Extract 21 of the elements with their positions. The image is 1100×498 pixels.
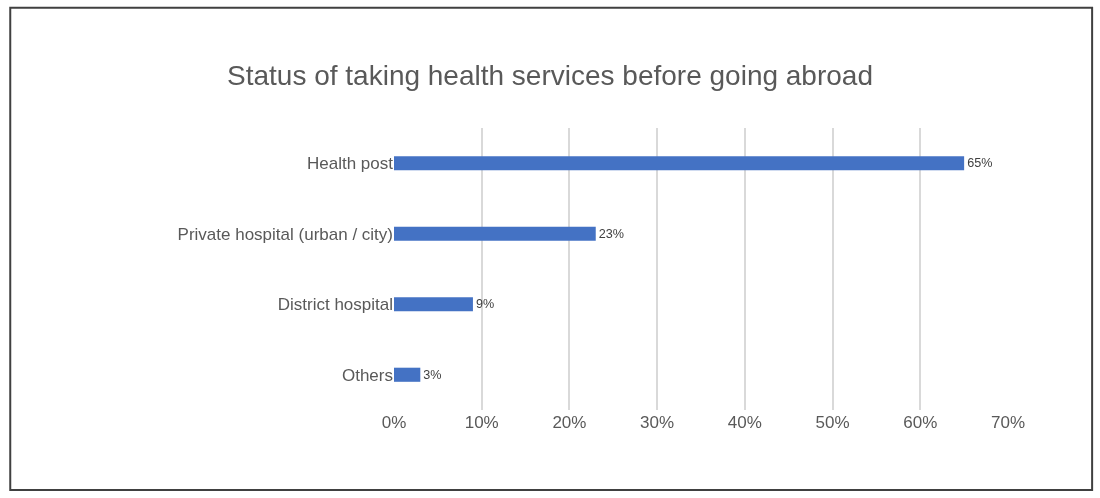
y-tick-label: Private hospital (urban / city)	[177, 224, 393, 244]
bar	[394, 297, 473, 312]
data-label: 65%	[967, 156, 993, 171]
x-tick-label: 30%	[640, 413, 675, 432]
bar	[394, 156, 965, 171]
x-tick-label: 20%	[552, 413, 587, 432]
data-label: 3%	[423, 367, 442, 382]
data-label: 23%	[598, 226, 624, 241]
y-tick-label: Others	[341, 365, 393, 385]
bar	[394, 367, 421, 382]
x-tick-label: 70%	[990, 413, 1026, 432]
x-tick-label: 50%	[815, 413, 850, 432]
x-tick-label: 40%	[727, 413, 762, 432]
data-label: 9%	[475, 297, 495, 312]
x-tick-label: 60%	[903, 413, 938, 432]
x-tick-label: 10%	[464, 413, 499, 432]
y-tick-label: District hospital	[277, 295, 393, 315]
x-tick-label: 0%	[381, 413, 407, 432]
chart-title: Status of taking health services before going abroad	[227, 59, 873, 91]
y-tick-label: Health post	[307, 154, 394, 174]
bar	[394, 226, 596, 241]
